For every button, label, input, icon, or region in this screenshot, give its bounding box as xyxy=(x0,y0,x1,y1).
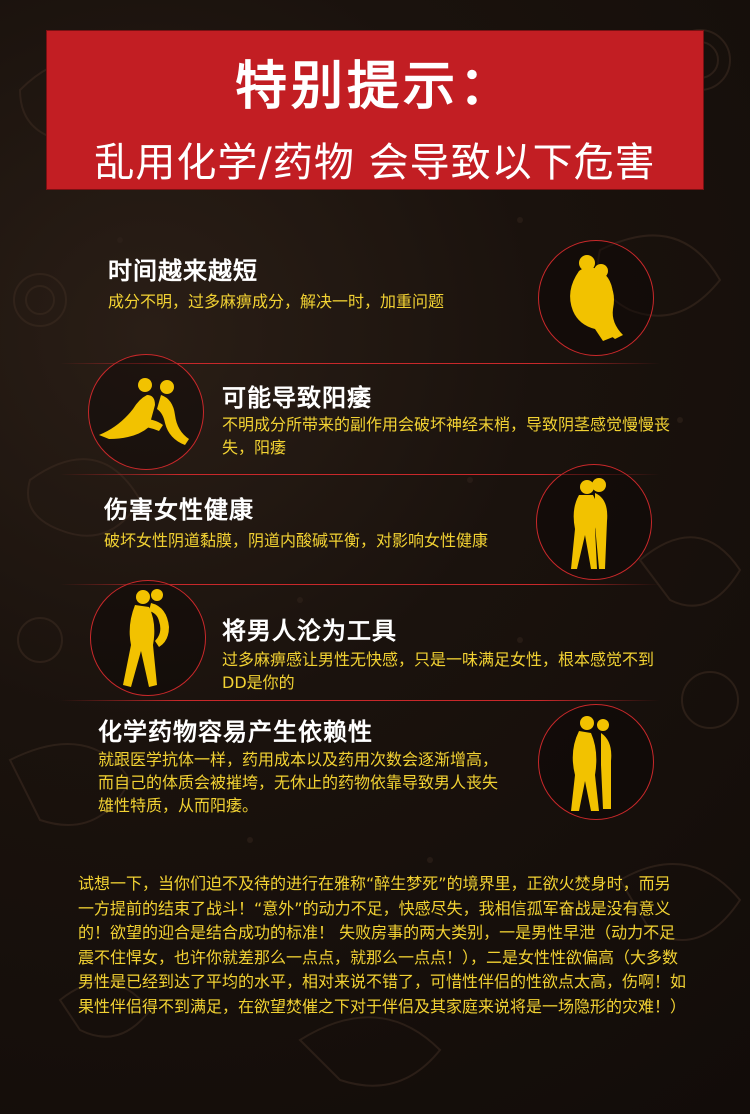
item-desc-5: 就跟医学抗体一样，药用成本以及药用次数会逐渐增高，而自己的体质会被摧垮，无休止的… xyxy=(98,750,499,815)
item-heading-3: 伤害女性健康 xyxy=(104,496,254,524)
couple-lifting-icon xyxy=(90,580,206,696)
banner-title: 特别提示： xyxy=(234,57,515,117)
couple-kneeling-icon xyxy=(538,240,654,356)
item-heading-2: 可能导致阳痿 xyxy=(222,384,372,412)
couple-embracing-icon xyxy=(536,464,652,580)
item-desc-3: 破坏女性阴道黏膜，阴道内酸碱平衡，对影响女性健康 xyxy=(104,531,489,550)
item-heading-5: 化学药物容易产生依赖性 xyxy=(98,718,373,746)
item-desc-1: 成分不明，过多麻痹成分，解决一时，加重问题 xyxy=(108,292,445,311)
divider xyxy=(60,700,660,701)
divider xyxy=(60,584,660,585)
item-heading-1: 时间越来越短 xyxy=(108,257,258,285)
item-desc-4: 过多麻痹感让男性无快感，只是一味满足女性，根本感觉不到DD是你的 xyxy=(222,650,655,692)
divider xyxy=(60,474,660,475)
couple-reclining-icon xyxy=(88,354,204,470)
item-desc-2: 不明成分所带来的副作用会破坏神经末梢，导致阴茎感觉慢慢丧失，阳痿 xyxy=(222,415,671,457)
closing-paragraph: 试想一下，当你们迫不及待的进行在雅称“醉生梦死”的境界里，正欲火焚身时，而另一方… xyxy=(78,874,687,1016)
warning-banner: 特别提示： 乱用化学/药物 会导致以下危害 xyxy=(46,30,704,190)
divider xyxy=(60,363,660,364)
item-heading-4: 将男人沦为工具 xyxy=(222,617,397,645)
banner-subtitle: 乱用化学/药物 会导致以下危害 xyxy=(94,140,656,186)
couple-kissing-icon xyxy=(538,704,654,820)
